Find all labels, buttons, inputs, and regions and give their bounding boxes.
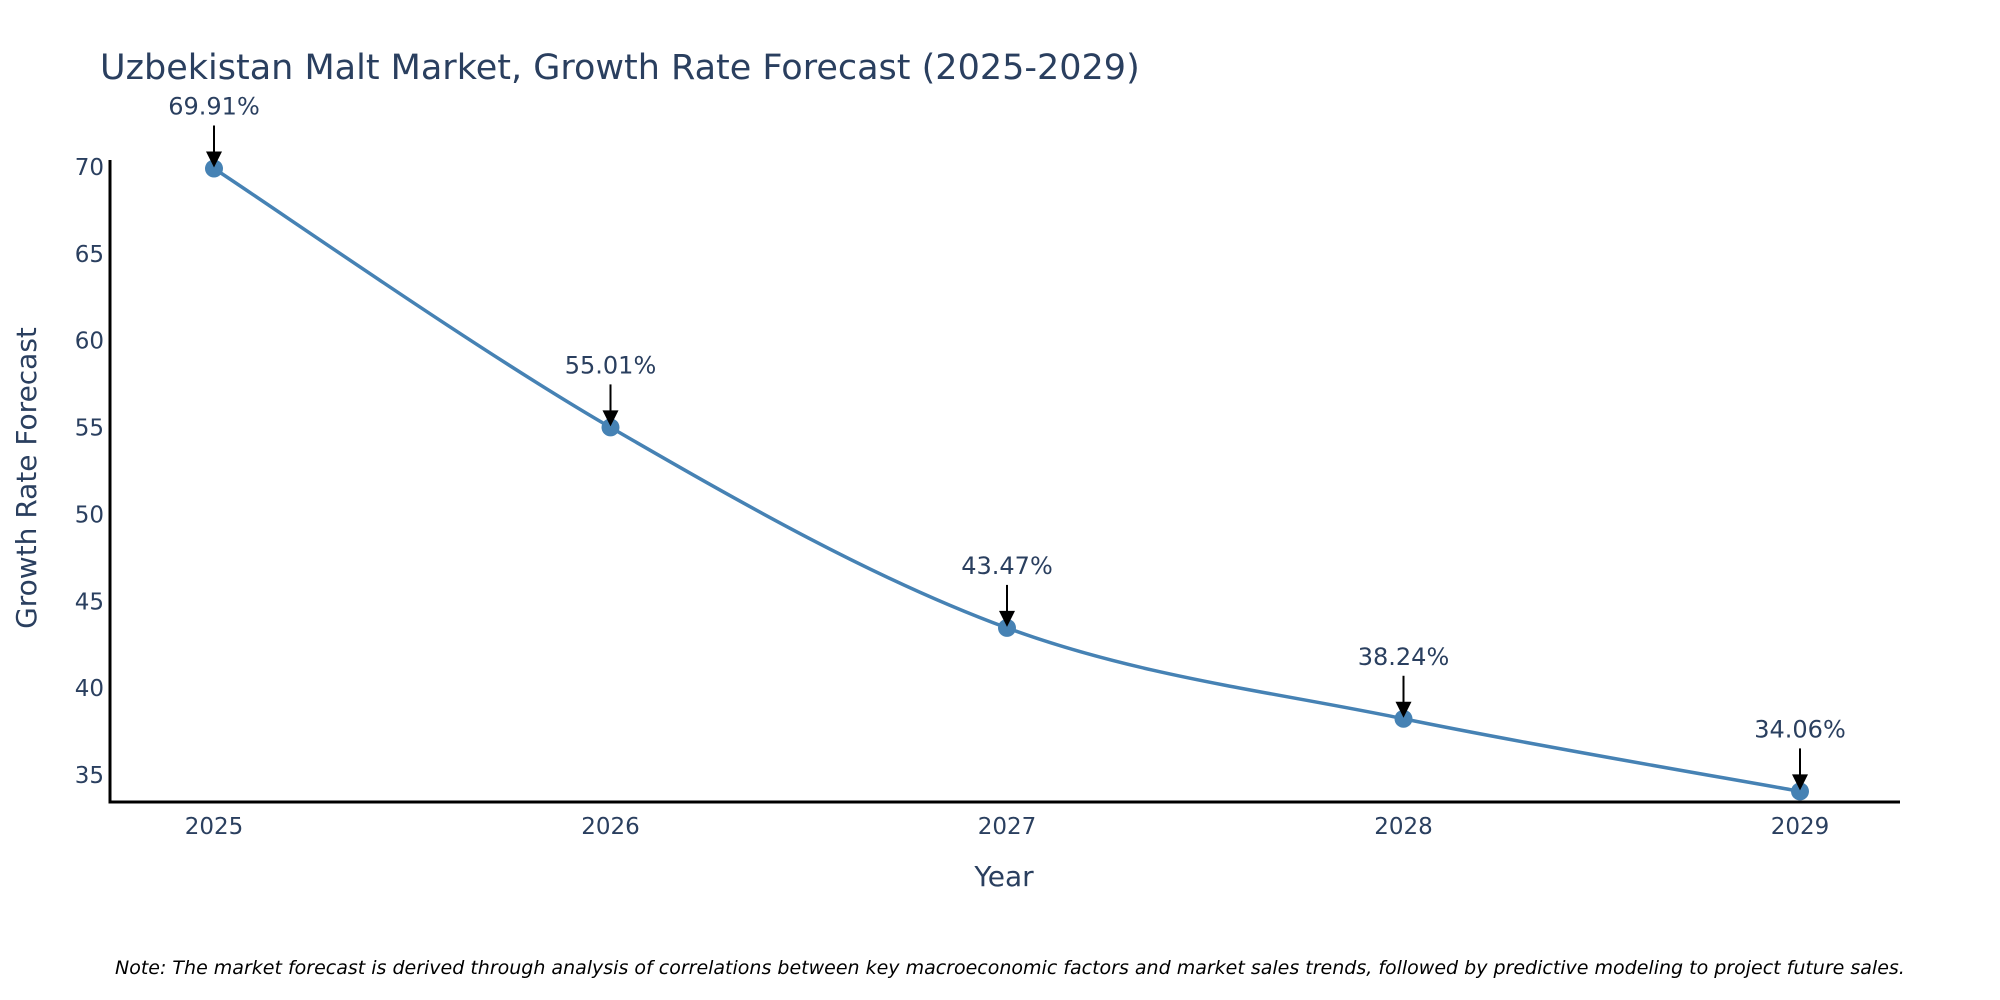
data-label: 43.47%	[961, 552, 1053, 580]
y-tick-label: 35	[75, 763, 104, 789]
annotation-arrow-head	[1395, 701, 1412, 718]
data-point-markers	[205, 159, 1809, 801]
data-point-marker	[1791, 782, 1809, 801]
y-axis-title: Growth Rate Forecast	[10, 327, 43, 629]
data-label: 34.06%	[1754, 715, 1846, 743]
y-tick-label: 50	[75, 502, 104, 528]
x-axis-tick-labels: 2025 2026 2027 2028 2029	[185, 814, 1830, 840]
data-label-annotations: 69.91% 55.01% 43.47% 38.24% 34.06%	[168, 93, 1846, 791]
data-label: 38.24%	[1358, 643, 1450, 671]
y-tick-label: 55	[75, 416, 104, 442]
x-tick-label: 2027	[978, 814, 1037, 840]
data-label: 69.91%	[168, 93, 260, 121]
data-point-marker	[998, 618, 1016, 637]
x-tick-label: 2028	[1374, 814, 1433, 840]
x-tick-label: 2025	[185, 814, 244, 840]
y-tick-label: 40	[75, 676, 104, 702]
y-tick-label: 45	[75, 589, 104, 615]
y-tick-label: 60	[75, 329, 104, 355]
annotation-arrow-head	[999, 610, 1015, 627]
y-tick-label: 70	[75, 155, 104, 181]
annotation-arrow-head	[602, 410, 619, 427]
data-point-marker	[601, 418, 620, 437]
data-label: 55.01%	[565, 351, 657, 379]
annotation-arrow-head	[1792, 774, 1808, 791]
y-axis-tick-labels: 35 40 45 50 55 60 65 70	[75, 155, 104, 789]
chart-title: Uzbekistan Malt Market, Growth Rate Fore…	[100, 48, 1140, 88]
data-point-marker	[1394, 709, 1413, 728]
x-axis-title: Year	[973, 860, 1034, 893]
y-tick-label: 65	[75, 242, 104, 268]
data-point-marker	[205, 159, 223, 178]
x-tick-label: 2026	[581, 814, 640, 840]
series-line-growth-rate	[213, 167, 1801, 794]
x-tick-label: 2029	[1771, 814, 1830, 840]
annotation-arrow-head	[206, 151, 222, 168]
footnote: Note: The market forecast is derived thr…	[115, 957, 1905, 979]
